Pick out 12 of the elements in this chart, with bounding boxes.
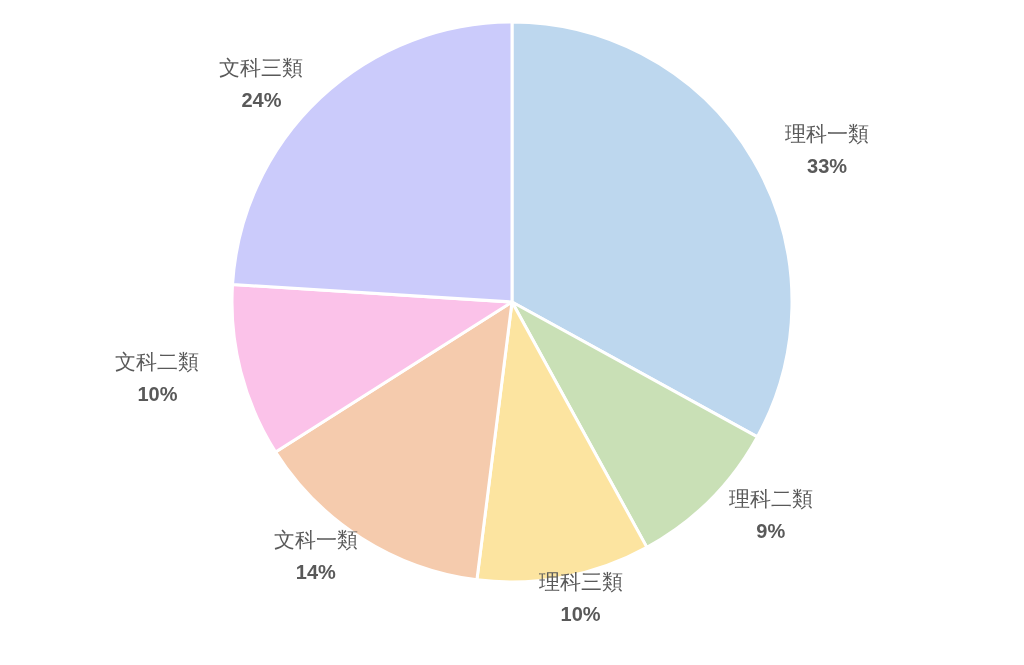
slice-label: 理科一類: [785, 122, 870, 147]
slice-label: 理科三類: [538, 569, 623, 594]
slice-label: 理科二類: [728, 487, 813, 512]
slice-label: 文科二類: [115, 349, 200, 374]
data-label: 33%: [807, 155, 848, 178]
data-label: 9%: [756, 520, 786, 543]
data-label: 10%: [560, 602, 601, 625]
data-label: 10%: [137, 382, 178, 405]
data-label: 14%: [295, 561, 337, 584]
slice-label: 文科三類: [219, 56, 304, 81]
data-label: 24%: [241, 89, 282, 112]
slice-label: 文科一類: [273, 528, 358, 553]
